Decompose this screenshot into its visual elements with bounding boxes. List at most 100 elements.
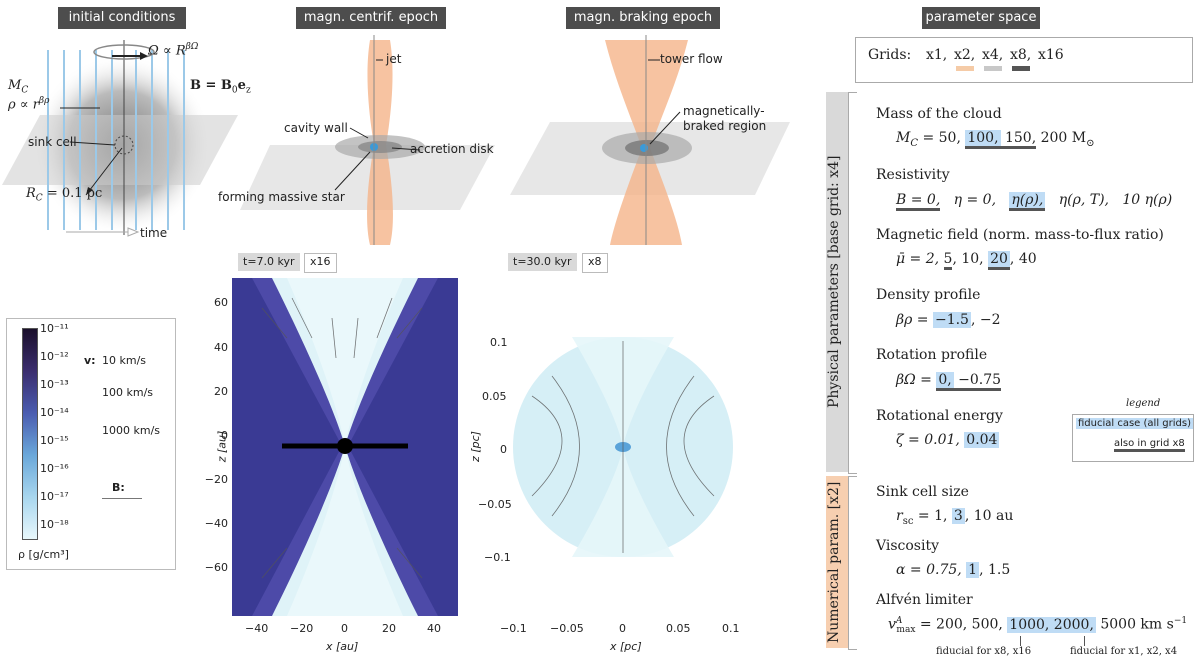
braking-xtick-0: −0.1	[500, 622, 527, 635]
centrif-ytick-2: 20	[214, 385, 228, 398]
colorbar-legend-box	[6, 318, 176, 570]
grid-x4-swatch	[984, 66, 1002, 71]
viscosity-title: Viscosity	[876, 538, 939, 554]
mass-title: Mass of the cloud	[876, 106, 1002, 122]
braking-ytick-0: 0.1	[490, 336, 508, 349]
time-tag-centrifugal: t=7.0 kyr	[238, 253, 300, 271]
cbar-tick-1: 10⁻¹²	[40, 350, 69, 363]
magnetic-field-title: Magnetic field (norm. mass-to-flux ratio…	[876, 227, 1164, 243]
fiducial-x8-x16: fiducial for x8, x16	[936, 646, 1032, 657]
mass-values: MC = 50, 100, 150, 200 M⊙	[896, 130, 1095, 149]
numerical-params-title: Numerical param. [x2]	[826, 476, 848, 648]
grid-x2-swatch	[956, 66, 974, 71]
alfven-values: vAmax = 200, 500, 1000, 2000, 5000 km s−…	[888, 616, 1188, 636]
centrif-ytick-1: 40	[214, 341, 228, 354]
sink-cell-label: sink cell	[28, 135, 77, 149]
braking-ylabel: z [pc]	[468, 431, 482, 462]
header-braking-epoch: magn. braking epoch	[566, 7, 720, 29]
centrif-ytick-0: 60	[214, 296, 228, 309]
braking-epoch-diagram	[510, 35, 790, 245]
alfven-title: Alfvén limiter	[876, 592, 973, 608]
rotation-arrow	[93, 44, 155, 60]
cbar-tick-4: 10⁻¹⁵	[40, 434, 69, 447]
centrifugal-plot	[232, 278, 458, 616]
resistivity-values: B = 0, η = 0, η(ρ), η(ρ, T), 10 η(ρ)	[896, 192, 1172, 211]
legend-box	[1072, 414, 1194, 462]
magnetic-field-lines	[47, 50, 185, 230]
tower-flow-label: tower flow	[660, 52, 723, 66]
centrif-ytick-4: −20	[204, 473, 228, 486]
braking-xtick-1: −0.05	[550, 622, 584, 635]
magnetic-field-values: μ̄ = 2, 5, 10, 20, 40	[896, 251, 1037, 270]
braking-xlabel: x [pc]	[610, 640, 642, 653]
rot-energy-values: ζ = 0.01, 0.04	[896, 432, 1000, 448]
cbar-tick-5: 10⁻¹⁶	[40, 462, 69, 475]
fid2-pointer	[1084, 636, 1085, 646]
centrif-ytick-5: −40	[204, 517, 228, 530]
centrif-ytick-3: 0	[221, 429, 228, 442]
central-star	[640, 144, 648, 152]
midplane	[240, 145, 495, 210]
header-centrifugal-epoch: magn. centrif. epoch	[296, 7, 446, 29]
braking-ytick-1: 0.05	[482, 390, 507, 403]
rc-label: RC = 0.1 pc	[26, 186, 103, 204]
rotation-title: Rotation profile	[876, 347, 988, 363]
cbar-tick-6: 10⁻¹⁷	[40, 490, 69, 503]
legend-fiducial: fiducial case (all grids)	[1076, 418, 1193, 429]
centrif-xtick-2: 0	[341, 622, 348, 635]
omega-formula: Ω ∝ RβΩ	[148, 42, 199, 59]
braking-xtick-4: 0.1	[722, 622, 740, 635]
grid-x4: x4,	[982, 47, 1004, 63]
centrif-xtick-3: 20	[382, 622, 396, 635]
braking-ytick-2: 0	[500, 443, 507, 456]
grids-label: Grids:	[868, 47, 912, 63]
physical-params-title: Physical parameters [base grid: x4]	[826, 92, 848, 472]
time-tag-braking: t=30.0 kyr	[508, 253, 577, 271]
velocity-10: 10 km/s	[102, 354, 147, 367]
sink-size-values: rsc = 1, 3, 10 au	[896, 508, 1014, 527]
rho-formula: ρ ∝ rβρ	[8, 96, 50, 113]
time-label: time	[140, 226, 168, 240]
grid-x1: x1,	[926, 47, 948, 63]
braking-plot	[513, 337, 733, 557]
cbar-tick-0: 10⁻¹¹	[40, 322, 69, 335]
grid-tag-braking: x8	[582, 253, 608, 273]
grid-x16: x16	[1038, 47, 1064, 63]
velocity-1000: 1000 km/s	[102, 424, 161, 437]
centrif-xtick-1: −20	[290, 622, 314, 635]
grid-tag-centrifugal: x16	[304, 253, 337, 273]
legend-title: legend	[1126, 398, 1161, 409]
grid-x8: x8,	[1010, 47, 1032, 63]
centrifugal-epoch-diagram	[240, 35, 495, 245]
jet-label: jet	[386, 52, 402, 66]
colorbar-unit: ρ [g/cm³]	[18, 548, 69, 561]
rotation-values: βΩ = 0, −0.75	[896, 372, 1002, 391]
fiducial-x1-x2-x4: fiducial for x1, x2, x4	[1070, 646, 1178, 657]
num-bracket	[848, 476, 857, 650]
header-initial-conditions: initial conditions	[58, 7, 186, 29]
centrif-xlabel: x [au]	[326, 640, 359, 653]
viscosity-values: α = 0.75, 1, 1.5	[896, 562, 1011, 578]
centrif-xtick-0: −40	[245, 622, 269, 635]
cbar-tick-2: 10⁻¹³	[40, 378, 69, 391]
braking-xtick-3: 0.05	[666, 622, 691, 635]
fid1-pointer	[1020, 636, 1021, 646]
bfield-formula: B = B0ez	[190, 78, 251, 96]
braking-ytick-4: −0.1	[484, 551, 511, 564]
cbar-tick-7: 10⁻¹⁸	[40, 518, 69, 531]
cbar-tick-3: 10⁻¹⁴	[40, 406, 69, 419]
grid-x8-swatch	[1012, 66, 1030, 71]
braking-xtick-2: 0	[619, 622, 626, 635]
cavity-wall-label: cavity wall	[284, 121, 348, 135]
velocity-100: 100 km/s	[102, 386, 154, 399]
bfield-legend-label: B:	[112, 481, 125, 494]
accretion-disk-label: accretion disk	[410, 142, 494, 156]
density-colorbar	[22, 328, 38, 540]
grids-box	[855, 37, 1193, 83]
centrif-ytick-6: −60	[204, 561, 228, 574]
braked-region-label-2: braked region	[683, 119, 767, 133]
header-parameter-space: parameter space	[922, 7, 1040, 29]
braking-ytick-3: −0.05	[478, 498, 512, 511]
velocity-legend-label: v:	[84, 354, 96, 367]
legend-x8: also in grid x8	[1114, 438, 1185, 452]
